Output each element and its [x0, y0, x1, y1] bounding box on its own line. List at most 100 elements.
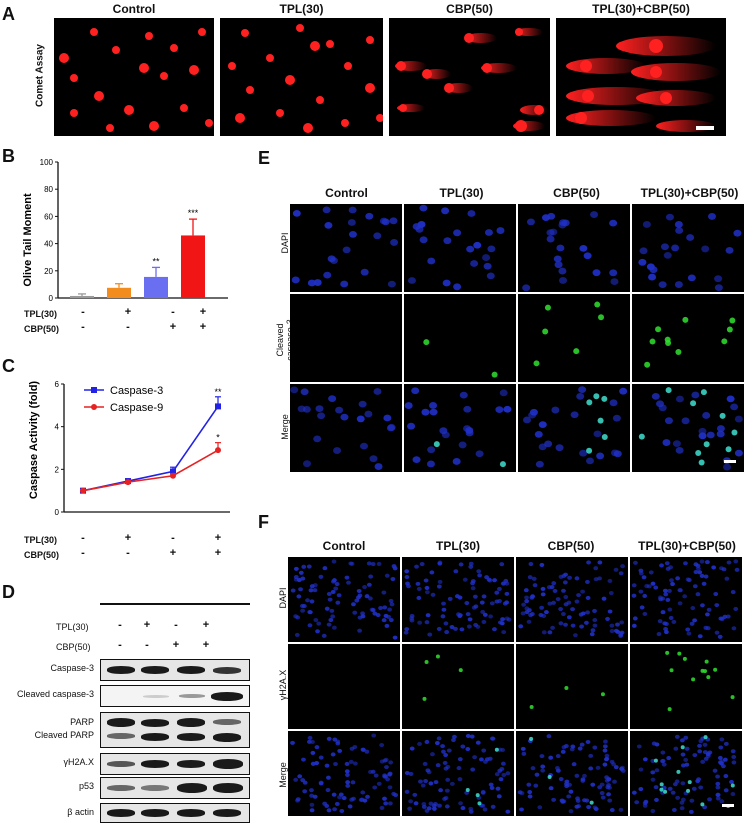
nucleus [506, 617, 512, 622]
nucleus [347, 219, 356, 226]
nucleus [702, 742, 708, 747]
panel-c-legend-label: Caspase-9 [110, 402, 163, 414]
green-spot [435, 654, 440, 659]
nucleus [457, 613, 463, 618]
nucleus [374, 463, 383, 470]
nucleus [568, 809, 574, 814]
nucleus [354, 598, 360, 603]
nucleus [660, 758, 666, 763]
nucleus [631, 790, 637, 795]
nucleus [675, 795, 681, 800]
nucleus [526, 619, 532, 624]
nucleus [364, 410, 373, 418]
nucleus [731, 626, 737, 631]
panel-e-header-tpl: TPL(30) [439, 186, 484, 200]
nucleus [719, 566, 724, 571]
panel-b-cbp-label: CBP(50) [24, 324, 60, 334]
nucleus [490, 804, 496, 809]
nucleus [586, 804, 591, 810]
nucleus [716, 430, 725, 438]
nucleus [546, 229, 555, 236]
green-spot [677, 651, 682, 656]
nucleus [671, 619, 677, 624]
nucleus [424, 620, 430, 625]
nucleus [571, 762, 577, 767]
nucleus [538, 421, 547, 429]
nucleus [733, 229, 742, 237]
nucleus [481, 594, 487, 599]
nucleus [568, 789, 574, 794]
nucleus [701, 245, 710, 253]
nucleus [404, 569, 410, 574]
nucleus [342, 246, 351, 254]
nucleus [340, 413, 349, 421]
nucleus [613, 628, 619, 633]
nucleus [534, 430, 543, 438]
nucleus [580, 778, 586, 783]
nucleus [633, 560, 638, 565]
nucleus [519, 791, 525, 796]
nucleus [539, 754, 545, 759]
nucleus [496, 794, 502, 799]
nucleus [695, 592, 701, 597]
nucleus [326, 775, 331, 780]
nucleus [532, 583, 538, 588]
nucleus [330, 614, 336, 619]
fluor-panel [404, 294, 516, 382]
nucleus [309, 788, 314, 793]
nucleus [302, 780, 308, 785]
nucleus [437, 561, 443, 566]
nucleus [426, 770, 432, 775]
green-spot [691, 677, 696, 682]
fluor-panel [516, 731, 628, 816]
green-spot [644, 361, 651, 368]
panel-c-legend-marker [91, 404, 97, 410]
nucleus [345, 772, 350, 777]
nucleus [360, 747, 366, 752]
nucleus [715, 792, 721, 797]
nucleus [540, 586, 546, 591]
nucleus [309, 802, 315, 807]
nucleus [375, 613, 381, 618]
nucleus [698, 427, 707, 435]
nucleus [723, 774, 729, 779]
nucleus [686, 631, 692, 636]
nucleus [429, 408, 438, 416]
nucleus [392, 635, 398, 640]
nucleus [730, 749, 736, 754]
nucleus [670, 581, 675, 587]
nucleus [689, 798, 695, 803]
panel-b-cbp-sign-0: - [81, 321, 85, 333]
green-spot [529, 736, 534, 741]
nucleus [549, 585, 555, 590]
fluor-panel [404, 384, 516, 472]
nucleus [331, 792, 337, 797]
nucleus [540, 764, 546, 769]
nucleus [479, 600, 485, 605]
nucleus [340, 280, 349, 288]
nucleus [705, 612, 710, 617]
nucleus [463, 425, 472, 432]
nucleus [604, 775, 609, 780]
nucleus [436, 584, 442, 589]
panel-c-tpl-sign-0: - [81, 532, 85, 544]
nucleus [404, 627, 410, 632]
green-spot [544, 304, 551, 311]
nucleus [430, 752, 435, 757]
nucleus [721, 764, 726, 769]
nucleus [489, 601, 495, 606]
nucleus [360, 268, 369, 276]
nucleus [638, 787, 644, 792]
panel-f-header-combo: TPL(30)+CBP(50) [638, 539, 736, 553]
nucleus [473, 604, 479, 609]
nucleus [631, 583, 637, 588]
nucleus [671, 244, 680, 252]
nucleus [558, 221, 567, 229]
nucleus [503, 405, 512, 413]
comet-image-cbp [389, 18, 550, 136]
nucleus [588, 753, 594, 758]
nucleus [683, 735, 689, 740]
panel-c-point [170, 472, 176, 479]
panel-label-f: F [258, 512, 269, 532]
nucleus [660, 243, 669, 251]
